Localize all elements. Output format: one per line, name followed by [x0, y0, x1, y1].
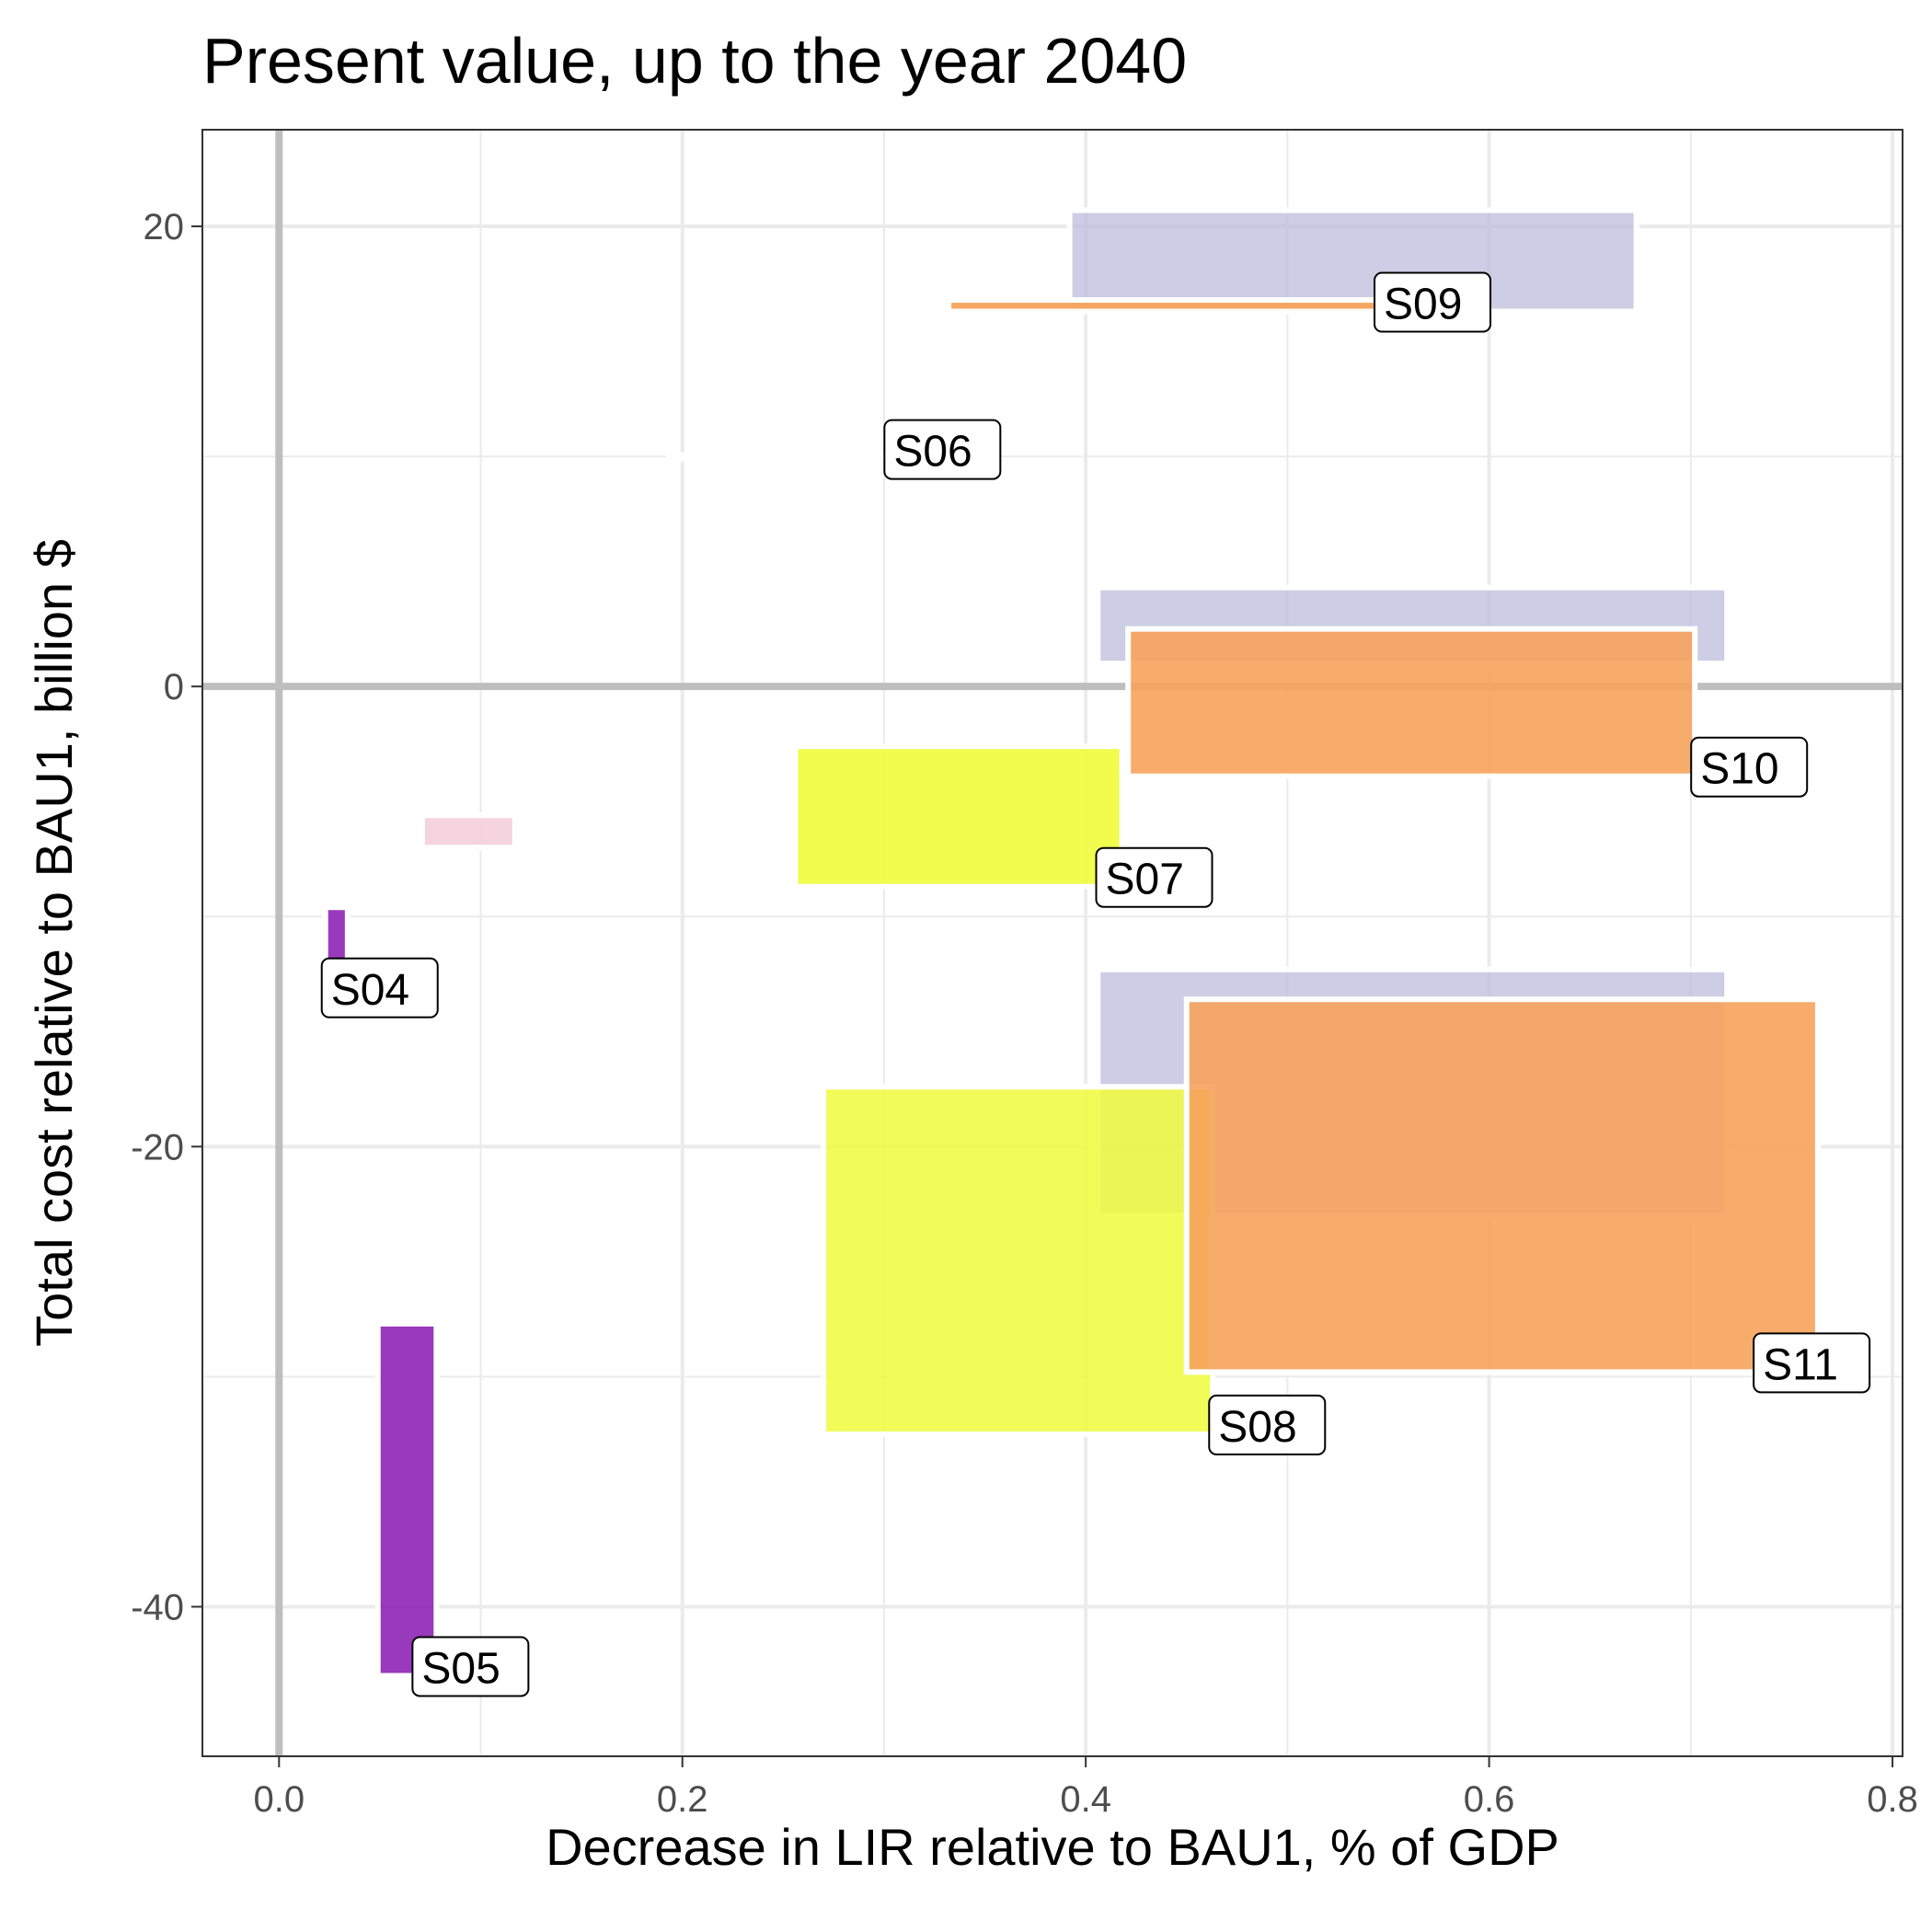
data-label-box [1095, 846, 1213, 908]
range-rect [1183, 996, 1821, 1375]
x-tick-label: 0.4 [1060, 1779, 1111, 1820]
x-axis: 0.0 0.2 0.4 0.6 0.8 [253, 1756, 1918, 1820]
x-tick-label: 0.8 [1867, 1779, 1918, 1820]
marks [322, 207, 1821, 1679]
data-label-text: S11 [1763, 1340, 1838, 1389]
range-rect [821, 1084, 1216, 1437]
x-tick-label: 0.2 [657, 1779, 708, 1820]
data-labels: S09 S06 S10 S07 S04 S08 S11 S05 [320, 271, 1871, 1697]
data-label-box [1690, 736, 1809, 798]
data-label: S10 [1690, 736, 1809, 798]
data-label-box [883, 419, 1002, 480]
x-tick-label: 0.6 [1464, 1779, 1515, 1820]
data-label: S08 [1208, 1394, 1327, 1455]
data-label-text: S07 [1106, 856, 1184, 904]
data-label: S09 [1374, 271, 1492, 333]
x-tick-label: 0.0 [253, 1779, 305, 1820]
data-label-box [320, 957, 439, 1018]
y-tick-label: -20 [131, 1127, 184, 1167]
data-label-box [1753, 1332, 1871, 1394]
data-label-text: S04 [331, 966, 409, 1015]
data-label-text: S08 [1218, 1403, 1296, 1452]
range-rect [792, 743, 1125, 890]
data-label: S07 [1095, 846, 1213, 908]
data-label-box [411, 1636, 530, 1697]
chart-title: Present value, up to the year 2040 [202, 25, 1187, 97]
y-axis-title: Total cost relative to BAU1, billion $ [25, 539, 83, 1347]
data-label: S05 [411, 1636, 530, 1697]
data-label-box [1374, 271, 1492, 333]
data-label-text: S05 [421, 1644, 500, 1693]
data-label: S04 [320, 957, 439, 1018]
y-tick-label: 20 [144, 207, 185, 247]
data-label-box [1208, 1394, 1327, 1455]
range-rect [946, 297, 1382, 315]
range-rect [374, 1320, 440, 1679]
plot-border [201, 129, 1903, 1757]
data-label: S06 [883, 419, 1002, 480]
data-label: S11 [1753, 1332, 1871, 1394]
y-tick-label: 0 [164, 667, 184, 707]
y-axis: 20 0 -20 -40 [131, 207, 202, 1627]
plot-panel [202, 130, 1903, 1756]
data-label-text: S06 [893, 428, 972, 477]
data-label-text: S10 [1700, 745, 1778, 794]
x-axis-title: Decrease in LIR relative to BAU1, % of G… [546, 1818, 1559, 1876]
y-tick-label: -40 [131, 1587, 184, 1627]
range-rect [665, 452, 891, 462]
range-rect [419, 812, 518, 851]
range-rect [1125, 626, 1698, 779]
range-rect [1066, 207, 1639, 315]
data-label-text: S09 [1384, 281, 1462, 329]
